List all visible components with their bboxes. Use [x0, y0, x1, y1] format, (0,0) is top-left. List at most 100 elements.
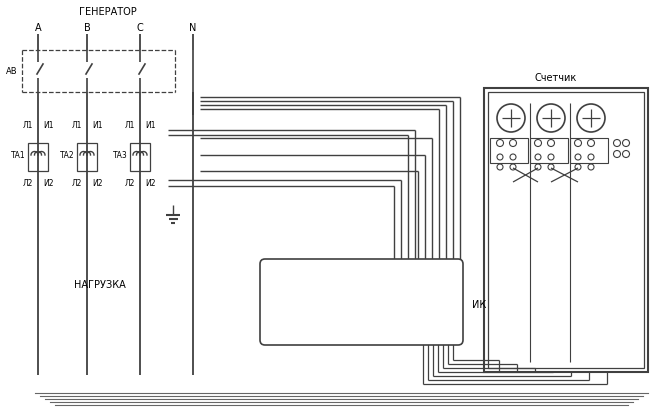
Text: Л1: Л1 [72, 120, 82, 129]
Circle shape [575, 154, 581, 160]
Circle shape [330, 288, 336, 295]
Text: С: С [137, 23, 143, 33]
Circle shape [430, 302, 434, 308]
Text: N: N [189, 23, 196, 33]
Bar [419, 275, 437, 312]
Circle shape [355, 297, 361, 302]
Circle shape [363, 308, 369, 313]
Circle shape [510, 164, 516, 170]
Circle shape [497, 154, 503, 160]
Circle shape [407, 290, 413, 295]
Text: И1: И1 [92, 120, 102, 129]
Circle shape [422, 290, 426, 295]
Bar [28, 143, 48, 171]
Circle shape [509, 140, 516, 146]
Circle shape [399, 290, 405, 295]
Circle shape [399, 297, 405, 302]
Circle shape [330, 299, 336, 306]
Text: И1: И1 [43, 120, 53, 129]
Circle shape [378, 297, 382, 302]
Circle shape [330, 277, 336, 284]
Bar [322, 275, 337, 312]
Circle shape [407, 302, 413, 308]
Circle shape [588, 154, 594, 160]
Text: АВ: АВ [7, 67, 18, 75]
Circle shape [386, 279, 390, 284]
Circle shape [575, 164, 581, 170]
Circle shape [622, 140, 629, 146]
Text: Л1: Л1 [125, 120, 135, 129]
Circle shape [422, 279, 426, 284]
Circle shape [277, 277, 284, 284]
Text: ГЕНЕРАТОР: ГЕНЕРАТОР [79, 7, 137, 17]
Circle shape [422, 302, 426, 308]
Circle shape [535, 154, 541, 160]
Text: Счетчик: Счетчик [535, 73, 577, 83]
Circle shape [286, 277, 292, 284]
Circle shape [548, 164, 554, 170]
Bar [570, 138, 608, 163]
Circle shape [399, 302, 405, 308]
Circle shape [622, 151, 629, 157]
Circle shape [363, 284, 369, 290]
Text: И1: И1 [145, 120, 156, 129]
Text: ТА3: ТА3 [113, 151, 128, 160]
Circle shape [587, 140, 595, 146]
Circle shape [588, 164, 594, 170]
Circle shape [307, 288, 315, 295]
Circle shape [298, 299, 306, 306]
Text: И2: И2 [145, 179, 156, 188]
Circle shape [430, 284, 434, 290]
Circle shape [535, 140, 541, 146]
Circle shape [422, 284, 426, 290]
Circle shape [355, 302, 361, 308]
Circle shape [497, 140, 503, 146]
Bar [278, 275, 293, 312]
Circle shape [548, 154, 554, 160]
Circle shape [378, 308, 382, 313]
Circle shape [386, 290, 390, 295]
Text: ТА1: ТА1 [11, 151, 26, 160]
Bar [300, 275, 315, 312]
Circle shape [286, 288, 292, 295]
Bar [488, 92, 644, 368]
Text: Л1: Л1 [22, 120, 33, 129]
Circle shape [407, 308, 413, 313]
Circle shape [430, 297, 434, 302]
Circle shape [577, 104, 605, 132]
Circle shape [614, 151, 620, 157]
Circle shape [399, 284, 405, 290]
Circle shape [422, 308, 426, 313]
Circle shape [355, 308, 361, 313]
Text: А: А [35, 23, 41, 33]
Circle shape [430, 279, 434, 284]
Circle shape [430, 308, 434, 313]
Text: Л2: Л2 [125, 179, 135, 188]
Circle shape [378, 290, 382, 295]
Circle shape [363, 302, 369, 308]
Circle shape [386, 297, 390, 302]
Bar [355, 281, 369, 295]
Circle shape [386, 302, 390, 308]
Bar [399, 281, 413, 295]
Circle shape [535, 164, 541, 170]
Circle shape [298, 277, 306, 284]
Circle shape [497, 104, 525, 132]
Text: Л2: Л2 [22, 179, 33, 188]
Bar [421, 281, 435, 295]
Circle shape [407, 279, 413, 284]
Circle shape [363, 290, 369, 295]
FancyBboxPatch shape [260, 259, 463, 345]
Circle shape [321, 277, 327, 284]
Circle shape [407, 284, 413, 290]
Circle shape [399, 308, 405, 313]
Circle shape [298, 288, 306, 295]
Text: Л2: Л2 [72, 179, 82, 188]
Bar [77, 143, 97, 171]
Text: ИК: ИК [472, 300, 486, 310]
Bar [484, 88, 648, 372]
Circle shape [363, 279, 369, 284]
Bar [530, 138, 568, 163]
Circle shape [378, 302, 382, 308]
Bar [375, 275, 393, 312]
